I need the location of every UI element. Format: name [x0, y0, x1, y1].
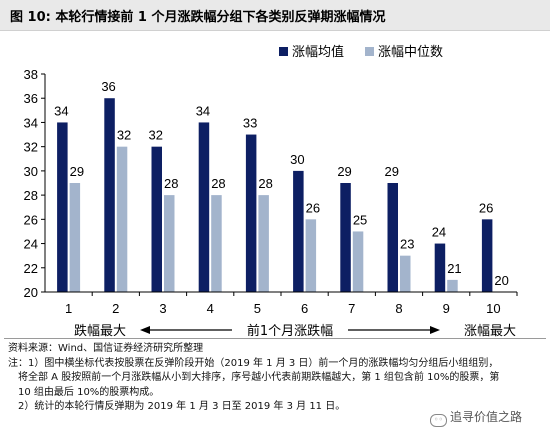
bar-median	[305, 219, 317, 292]
arrow-right-head	[430, 326, 440, 334]
data-label-median: 25	[353, 212, 367, 227]
data-label-mean: 33	[243, 116, 257, 131]
data-label-mean: 26	[479, 200, 493, 215]
x-tick-label: 1	[65, 301, 72, 316]
bar-mean	[198, 122, 210, 292]
data-label-median: 26	[306, 200, 320, 215]
data-label-median: 28	[258, 176, 272, 191]
footer-notes: 资料来源：Wind、国信证券经济研究所整理 注：1）图中横坐标代表按股票在反弹阶…	[8, 342, 544, 415]
y-axis: 20 22 24 26 28 30 32 34 36 38	[24, 67, 46, 300]
data-label-mean: 24	[432, 225, 446, 240]
y-tick-label: 24	[24, 237, 38, 252]
data-label-median: 28	[164, 176, 178, 191]
y-tick-label: 36	[24, 91, 38, 106]
y-tick-label: 30	[24, 164, 38, 179]
annotation-center: 前1个月涨跌幅	[247, 323, 333, 338]
data-label-median: 32	[117, 128, 131, 143]
x-tick-label: 7	[348, 301, 355, 316]
note-1-line-1: 注：1）图中横坐标代表按股票在反弹阶段开始（2019 年 1 月 3 日）前一个…	[8, 357, 499, 369]
x-axis: 1 2 3 4 5 6 7 8 9 10	[45, 291, 518, 316]
bar-mean	[434, 243, 446, 292]
bar-median	[164, 195, 175, 292]
legend-label-mean: 涨幅均值	[292, 44, 344, 60]
x-tick-label: 3	[159, 301, 166, 316]
x-tick-label: 6	[301, 301, 308, 316]
bar-mean	[340, 183, 351, 292]
data-label-median: 23	[400, 237, 414, 252]
wechat-icon: ◦◦	[430, 414, 447, 427]
footer-divider	[4, 338, 546, 339]
data-label-median: 21	[447, 261, 461, 276]
bar-median	[352, 231, 364, 292]
bar-median	[116, 146, 128, 292]
x-tick-label: 9	[443, 301, 450, 316]
data-label-mean: 29	[385, 164, 399, 179]
bar-mean	[293, 170, 304, 292]
x-tick-label: 5	[254, 301, 261, 316]
bar-mean	[481, 219, 493, 292]
arrow-left-head	[140, 326, 150, 334]
y-tick-label: 28	[24, 188, 38, 203]
bar-median	[258, 195, 269, 292]
data-label-median: 20	[494, 273, 508, 288]
data-label-mean: 32	[149, 128, 163, 143]
bar-mean	[104, 98, 115, 292]
x-tick-label: 2	[112, 301, 119, 316]
note-1-line-2: 将全部 A 股按照前一个月涨跌幅从小到大排序，序号越小代表前期跌幅越大，第 1 …	[18, 372, 500, 383]
data-label-mean: 34	[54, 103, 68, 118]
y-tick-label: 26	[24, 212, 38, 227]
bar-median	[400, 255, 411, 292]
bar-median	[69, 183, 81, 292]
x-tick-label: 10	[486, 301, 500, 316]
data-label-mean: 36	[101, 79, 115, 94]
annotation-right: 涨幅最大	[464, 324, 516, 338]
data-label-mean: 34	[196, 103, 210, 118]
source-line: 资料来源：Wind、国信证券经济研究所整理	[8, 343, 204, 354]
legend-label-median: 涨幅中位数	[378, 45, 443, 60]
bar-median	[447, 279, 458, 292]
data-label-median: 29	[70, 164, 84, 179]
x-tick-label: 4	[207, 301, 214, 316]
x-tick-label: 8	[395, 301, 402, 316]
legend-swatch-mean	[279, 47, 288, 56]
watermark: ◦◦ 追寻价值之路	[430, 408, 522, 427]
bar-mean	[151, 146, 162, 292]
bar-mean	[387, 183, 398, 292]
note-1-line-3: 10 组由最后 10%的股票构成。	[18, 386, 160, 398]
figure-title-bar: 图 10: 本轮行情接前 1 个月涨跌幅分组下各类别反弹期涨幅情况	[0, 0, 550, 31]
y-tick-label: 34	[24, 115, 38, 130]
watermark-text: 追寻价值之路	[450, 410, 523, 424]
annotation-left: 跌幅最大	[74, 323, 126, 338]
figure-title: 图 10: 本轮行情接前 1 个月涨跌幅分组下各类别反弹期涨幅情况	[10, 10, 386, 25]
legend: 涨幅均值 涨幅中位数	[279, 44, 443, 60]
y-tick-label: 38	[24, 67, 38, 82]
bar-median	[211, 195, 222, 292]
data-label-mean: 30	[290, 152, 304, 167]
y-tick-label: 22	[24, 261, 38, 276]
data-label-median: 28	[211, 176, 225, 191]
data-label-mean: 29	[337, 164, 351, 179]
y-tick-label: 32	[24, 140, 38, 155]
bar-mean	[57, 122, 68, 292]
data-labels: 34 29 36 32 32 28 34 28 33 28 30 26 29 25 29 23 24 21 26 20	[54, 79, 509, 288]
bars	[57, 98, 493, 292]
note-2: 2）统计的本轮行情反弹期为 2019 年 1 月 3 日至 2019 年 3 月…	[18, 401, 346, 412]
legend-swatch-median	[365, 47, 374, 56]
x-annotation: 跌幅最大 前1个月涨跌幅 涨幅最大	[74, 323, 516, 338]
bar-mean	[245, 134, 257, 292]
y-tick-label: 20	[24, 285, 38, 300]
